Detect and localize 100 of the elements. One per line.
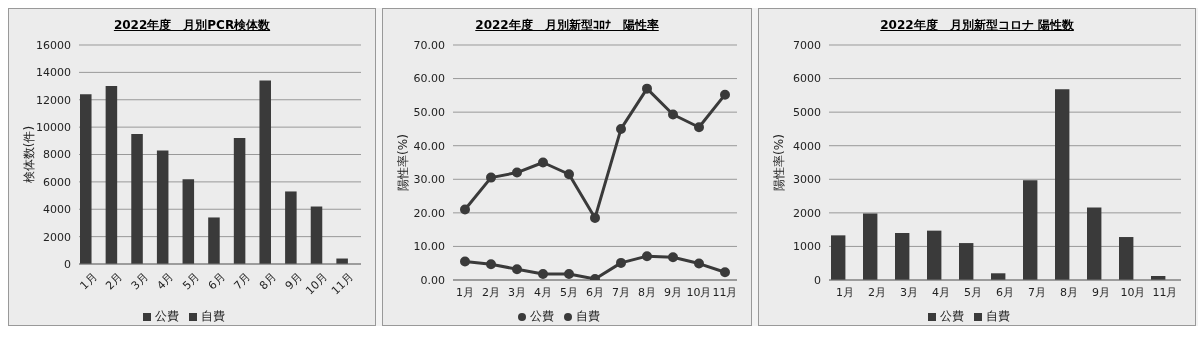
legend-label: 自費 [201, 309, 225, 323]
x-tick-label: 2月 [482, 285, 500, 299]
point [668, 109, 678, 120]
x-tick-label: 5月 [964, 285, 982, 299]
y-tick-label: 4000 [793, 139, 821, 153]
y-tick-label: 14000 [36, 66, 71, 80]
x-tick-label: 4月 [534, 285, 552, 299]
point [694, 258, 704, 269]
point [460, 204, 470, 215]
point [720, 267, 730, 278]
bar [310, 206, 323, 264]
x-tick-label: 7月 [231, 270, 254, 293]
y-tick-label: 50.00 [413, 106, 445, 120]
y-tick-label: 5000 [793, 106, 821, 120]
bar [927, 230, 942, 280]
point [694, 122, 704, 133]
x-tick-label: 10月 [303, 270, 331, 298]
point [642, 251, 652, 262]
legend-label: 自費 [576, 309, 600, 323]
bar [259, 80, 271, 264]
x-tick-label: 8月 [1060, 285, 1078, 299]
y-tick-label: 20.00 [413, 206, 445, 220]
y-tick-label: 12000 [36, 93, 71, 107]
point [616, 123, 626, 134]
x-tick-label: 3月 [508, 285, 526, 299]
point [668, 252, 678, 263]
x-tick-label: 4月 [154, 270, 177, 293]
x-tick-label: 1月 [77, 270, 100, 293]
x-tick-label: 4月 [932, 285, 950, 299]
x-tick-label: 9月 [664, 285, 682, 299]
bar [1023, 180, 1038, 280]
y-tick-label: 2000 [43, 230, 71, 244]
point [616, 257, 626, 268]
bar [156, 150, 169, 264]
y-tick-label: 6000 [793, 72, 821, 86]
legend-label: 公費 [940, 309, 964, 323]
point [486, 172, 496, 183]
point [486, 259, 496, 270]
x-tick-label: 1月 [456, 285, 474, 299]
point [642, 83, 652, 94]
point [538, 157, 548, 168]
bar [895, 233, 910, 280]
point [460, 256, 470, 267]
x-tick-label: 6月 [586, 285, 604, 299]
point [564, 169, 574, 180]
y-tick-label: 70.00 [413, 38, 445, 52]
x-tick-label: 5月 [560, 285, 578, 299]
x-tick-label: 9月 [282, 270, 305, 293]
x-tick-label: 11月 [1152, 285, 1178, 299]
x-tick-label: 2月 [103, 270, 126, 293]
chart-title: 2022年度 月別新型ｺﾛﾅ 陽性率 [474, 17, 660, 34]
bar [233, 138, 246, 264]
bar [182, 179, 195, 264]
bar [80, 94, 92, 264]
y-tick-label: 40.00 [413, 139, 445, 153]
bar [208, 217, 220, 264]
y-tick-label: 8000 [43, 148, 71, 162]
legend-label: 自費 [986, 309, 1010, 323]
x-tick-label: 10月 [1120, 285, 1146, 299]
bar [831, 235, 846, 280]
point [512, 167, 522, 178]
legend-label: 公費 [530, 309, 554, 323]
point [512, 264, 522, 275]
x-tick-label: 1月 [836, 285, 854, 299]
bar [105, 86, 118, 264]
y-tick-label: 0 [64, 257, 71, 271]
y-axis-title: 検体数(件) [22, 125, 37, 184]
bar [1087, 207, 1102, 280]
y-axis-title: 陽性率(%) [772, 134, 787, 191]
y-tick-label: 10000 [36, 121, 71, 135]
point [720, 89, 730, 100]
x-tick-label: 3月 [900, 285, 918, 299]
y-tick-label: 4000 [43, 203, 71, 217]
chart-title: 2022年度 月別PCR検体数 [112, 17, 272, 34]
y-tick-label: 6000 [43, 175, 71, 189]
point [590, 212, 600, 223]
x-tick-label: 3月 [128, 270, 151, 293]
x-tick-label: 11月 [712, 285, 738, 299]
point [564, 268, 574, 279]
x-tick-label: 6月 [996, 285, 1014, 299]
y-tick-label: 0.00 [420, 273, 445, 287]
point [538, 268, 548, 279]
x-tick-label: 11月 [328, 270, 356, 298]
x-tick-label: 8月 [257, 270, 279, 293]
y-tick-label: 3000 [793, 173, 821, 187]
y-tick-label: 7000 [793, 38, 821, 52]
x-tick-label: 5月 [180, 270, 203, 293]
bar [285, 191, 297, 264]
y-tick-label: 16000 [36, 38, 71, 52]
y-tick-label: 30.00 [413, 173, 445, 187]
bar [1119, 237, 1134, 280]
y-tick-label: 2000 [793, 206, 821, 220]
bar [1055, 89, 1070, 280]
chart-title: 2022年度 月別新型コロナ 陽性数 [879, 17, 1075, 34]
bar [959, 243, 974, 280]
legend-label: 公費 [155, 309, 179, 323]
y-axis-title: 陽性率(%) [396, 134, 411, 191]
bar [863, 213, 878, 280]
y-tick-label: 10.00 [413, 240, 445, 254]
y-tick-label: 0 [814, 273, 821, 287]
